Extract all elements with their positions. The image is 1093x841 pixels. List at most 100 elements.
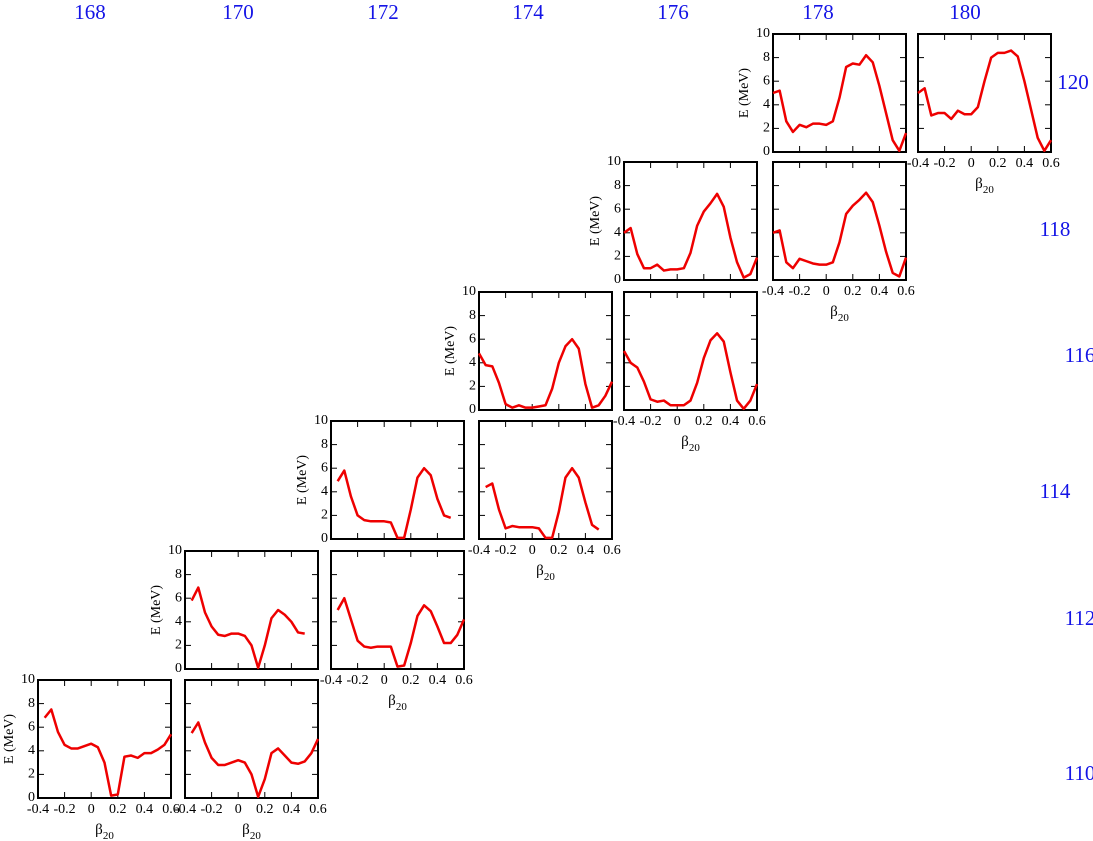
y-tick-label: 8 bbox=[175, 567, 182, 582]
column-label: 176 bbox=[657, 0, 689, 24]
y-tick-label: 10 bbox=[462, 284, 476, 299]
panel: -0.4 -0.2 0 0.2 0.4 0.6 β20 bbox=[174, 679, 327, 841]
x-tick-label: 0.2 bbox=[256, 802, 274, 817]
x-tick-label: 0.4 bbox=[1016, 156, 1034, 171]
x-tick-label: 0 bbox=[88, 802, 95, 817]
y-axis-label: E (MeV) bbox=[295, 455, 310, 505]
plot-frame bbox=[772, 161, 907, 281]
x-tick-label: 0.4 bbox=[136, 802, 154, 817]
energy-curve bbox=[772, 53, 908, 153]
x-tick-label: -0.4 bbox=[174, 802, 196, 817]
energy-curve bbox=[485, 466, 600, 540]
y-tick-label: 0 bbox=[321, 531, 328, 546]
x-axis-symbol: β bbox=[830, 304, 838, 320]
y-tick-label: 2 bbox=[763, 121, 770, 136]
row-label: 110 bbox=[1065, 761, 1093, 785]
energy-curve bbox=[190, 721, 320, 799]
x-tick-label: 0.4 bbox=[722, 414, 740, 429]
y-tick-label: 8 bbox=[763, 50, 770, 65]
y-tick-label: 4 bbox=[175, 614, 182, 629]
y-tick-label: 10 bbox=[314, 413, 328, 428]
x-tick-label: -0.4 bbox=[320, 673, 342, 688]
y-tick-label: 10 bbox=[168, 543, 182, 558]
y-tick-label: 4 bbox=[321, 484, 328, 499]
plot-frame bbox=[330, 550, 465, 670]
x-tick-label: -0.4 bbox=[762, 284, 784, 299]
energy-curve bbox=[477, 337, 614, 409]
plot-frame bbox=[330, 420, 465, 540]
y-tick-label: 2 bbox=[469, 379, 476, 394]
y-tick-label: 2 bbox=[321, 508, 328, 523]
y-axis-label: E (MeV) bbox=[588, 196, 603, 246]
x-axis-symbol: β bbox=[95, 822, 103, 838]
panel: 0 2 4 6 8 10 -0.4 -0.2 0 0.2 0.4 0.6 E (MeV) β20 bbox=[2, 672, 180, 841]
panel: -0.4 -0.2 0 0.2 0.4 0.6 β20 bbox=[468, 420, 621, 583]
x-tick-label: 0.6 bbox=[162, 802, 180, 817]
x-axis-symbol: β bbox=[388, 693, 396, 709]
plot-frame bbox=[37, 679, 172, 799]
x-tick-label: -0.4 bbox=[613, 414, 635, 429]
x-axis-label: β20 bbox=[975, 176, 994, 195]
x-tick-label: -0.2 bbox=[201, 802, 223, 817]
y-tick-label: 6 bbox=[321, 460, 328, 475]
row-label: 118 bbox=[1040, 217, 1071, 241]
x-axis-label: β20 bbox=[95, 822, 114, 841]
x-axis-symbol: β bbox=[536, 563, 544, 579]
x-tick-label: 0 bbox=[823, 284, 830, 299]
y-tick-label: 2 bbox=[614, 249, 621, 264]
column-label: 178 bbox=[802, 0, 834, 24]
column-label: 172 bbox=[367, 0, 399, 24]
x-tick-label: -0.2 bbox=[640, 414, 662, 429]
row-label: 120 bbox=[1057, 70, 1089, 94]
x-tick-label: 0.4 bbox=[871, 284, 889, 299]
y-tick-label: 4 bbox=[469, 355, 476, 370]
panel: 0 2 4 6 8 10 E (MeV) bbox=[295, 413, 465, 546]
x-axis-subscript: 20 bbox=[689, 442, 701, 454]
panel: -0.4 -0.2 0 0.2 0.4 0.6 β20 bbox=[320, 550, 473, 713]
energy-curve bbox=[917, 49, 1053, 153]
panel: -0.4 -0.2 0 0.2 0.4 0.6 β20 bbox=[613, 291, 766, 454]
y-tick-label: 10 bbox=[756, 26, 770, 41]
y-tick-label: 0 bbox=[469, 402, 476, 417]
x-tick-label: 0 bbox=[529, 543, 536, 558]
panel: 0 2 4 6 8 10 E (MeV) bbox=[443, 284, 614, 417]
column-label: 180 bbox=[949, 0, 981, 24]
x-tick-label: -0.2 bbox=[789, 284, 811, 299]
x-axis-symbol: β bbox=[975, 176, 983, 192]
y-tick-label: 8 bbox=[321, 437, 328, 452]
column-label: 174 bbox=[512, 0, 544, 24]
panel: 0 2 4 6 8 10 E (MeV) bbox=[737, 26, 908, 159]
x-tick-label: 0.6 bbox=[309, 802, 327, 817]
x-tick-label: 0.4 bbox=[283, 802, 301, 817]
x-axis-label: β20 bbox=[536, 563, 555, 582]
energy-curve bbox=[336, 466, 452, 540]
x-tick-label: 0.2 bbox=[695, 414, 713, 429]
x-tick-label: 0.2 bbox=[109, 802, 127, 817]
x-axis-subscript: 20 bbox=[544, 571, 556, 583]
energy-curve bbox=[622, 332, 759, 411]
x-tick-label: 0.2 bbox=[844, 284, 862, 299]
y-axis-label: E (MeV) bbox=[737, 68, 752, 118]
y-tick-label: 6 bbox=[469, 331, 476, 346]
y-tick-label: 8 bbox=[614, 178, 621, 193]
x-tick-label: 0 bbox=[235, 802, 242, 817]
y-tick-label: 6 bbox=[175, 590, 182, 605]
x-tick-label: -0.2 bbox=[54, 802, 76, 817]
y-tick-label: 4 bbox=[763, 97, 770, 112]
plot-frame bbox=[623, 291, 758, 411]
x-axis-label: β20 bbox=[242, 822, 261, 841]
y-tick-label: 10 bbox=[21, 672, 35, 687]
x-axis-subscript: 20 bbox=[250, 830, 262, 841]
panel: -0.4 -0.2 0 0.2 0.4 0.6 β20 bbox=[762, 161, 915, 324]
y-axis-label: E (MeV) bbox=[149, 585, 164, 635]
y-axis-label: E (MeV) bbox=[2, 714, 17, 764]
x-tick-label: 0.6 bbox=[1042, 156, 1060, 171]
panel: 0 2 4 6 8 10 E (MeV) bbox=[588, 154, 759, 287]
y-tick-label: 6 bbox=[614, 201, 621, 216]
row-label: 114 bbox=[1040, 479, 1071, 503]
plot-frame bbox=[917, 33, 1052, 153]
x-tick-label: -0.2 bbox=[934, 156, 956, 171]
row-label: 116 bbox=[1065, 343, 1093, 367]
y-tick-label: 0 bbox=[28, 790, 35, 805]
y-axis-label: E (MeV) bbox=[443, 326, 458, 376]
